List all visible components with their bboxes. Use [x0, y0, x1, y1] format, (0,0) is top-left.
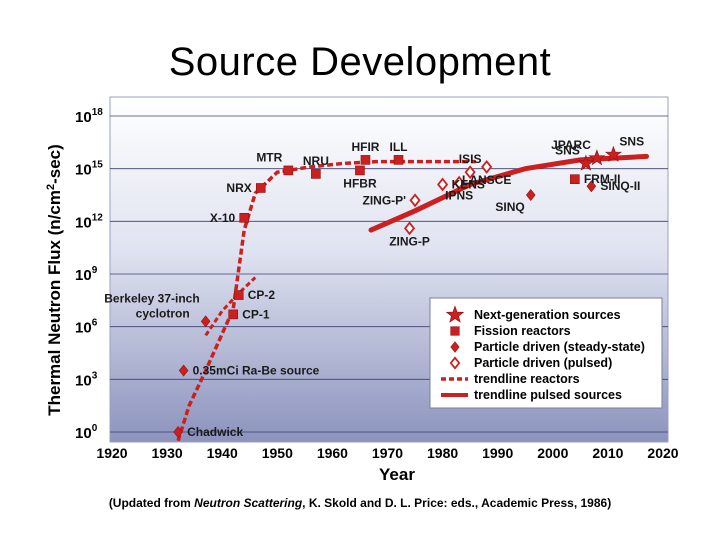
label-zing-p-14: ZING-P — [389, 234, 430, 248]
label-sinq-18: SINQ — [495, 200, 524, 214]
label-cp-2-4: CP-2 — [248, 288, 276, 302]
trendline-pulsed — [368, 153, 649, 233]
label-zing-p-13: ZING-P' — [363, 193, 407, 207]
point-cp-2-4 — [233, 290, 244, 300]
trendline-layer — [176, 153, 649, 442]
point-nrx-6 — [255, 183, 266, 193]
point-chadwick-0 — [173, 426, 183, 438]
label-berkeley-line1: Berkeley 37-inch — [104, 291, 199, 305]
point-lansce-17 — [481, 159, 493, 174]
point-zing-p-13 — [409, 193, 421, 208]
y-tick-1e0: 100 — [75, 423, 98, 442]
label-isis-16: ISIS — [459, 152, 482, 166]
point-0-35mci-ra-be-source-1 — [178, 364, 189, 377]
caption: (Updated from Neutron Scattering, K. Sko… — [0, 496, 720, 510]
point-kens-12 — [437, 177, 449, 192]
legend-item-next-generation-sources-swatch — [445, 305, 465, 323]
point-nru-8 — [311, 169, 321, 179]
marker-layer — [173, 145, 622, 438]
slide-title: Source Development — [168, 40, 552, 84]
label-sns-21: SNS — [555, 143, 580, 157]
legend-item-fission-reactors-label: Fission reactors — [474, 324, 571, 338]
label-hfir-10: HFIR — [351, 140, 379, 154]
y-tick-1e18: 1018 — [75, 107, 103, 126]
point-jparc-22 — [588, 149, 606, 166]
legend-item-particle-driven-pulsed-swatch — [449, 356, 461, 370]
point-isis-16 — [464, 165, 476, 180]
point-sinq-18 — [525, 189, 536, 201]
point-sns-21 — [577, 154, 595, 171]
label-chadwick-0: Chadwick — [187, 425, 243, 439]
label-nrx-6: NRX — [226, 181, 251, 195]
legend: Next-generation sources Fission reactors P… — [429, 297, 663, 409]
label-hfbr-9: HFBR — [343, 176, 377, 190]
x-tick-2000: 2000 — [537, 445, 568, 461]
y-tick-1e3: 103 — [75, 370, 98, 389]
x-tick-1920: 1920 — [96, 445, 127, 461]
point-zing-p-14 — [403, 221, 416, 236]
label-lansce-17: LANSCE — [462, 173, 511, 187]
label-x-10-5: X-10 — [210, 211, 236, 225]
label-berkeley-cyclotron: cyclotron — [136, 306, 190, 320]
x-tick-1930: 1930 — [152, 445, 183, 461]
label-sns-23: SNS — [619, 135, 644, 149]
point-hfir-10 — [360, 155, 371, 165]
y-tick-1e15: 1015 — [75, 160, 103, 179]
x-tick-1990: 1990 — [482, 445, 513, 461]
x-tick-1970: 1970 — [372, 445, 403, 461]
x-tick-1940: 1940 — [207, 445, 238, 461]
point-mtr-7 — [283, 165, 294, 176]
point-cp-1-3 — [228, 309, 239, 320]
y-tick-1e6: 106 — [75, 318, 98, 337]
caption-suffix: , K. Skold and D. L. Price: eds., Academ… — [302, 496, 612, 510]
caption-prefix: (Updated from — [108, 496, 195, 510]
label-0-35mci-ra-be-source-1: 0.35mCi Ra-Be source — [193, 364, 320, 378]
label-jparc-22: JPARC — [551, 138, 591, 152]
legend-item-next-generation-sources-label: Next-generation sources — [474, 308, 621, 322]
point-ill-11 — [393, 155, 404, 165]
label-nru-8: NRU — [303, 154, 329, 168]
y-tick-1e12: 1012 — [75, 212, 103, 231]
point-hfbr-9 — [355, 165, 365, 176]
x-tick-1960: 1960 — [317, 445, 348, 461]
x-tick-2010: 2010 — [592, 445, 623, 461]
label-sinq-ii-20: SINQ-II — [600, 179, 640, 193]
legend-item-fission-reactors-swatch — [450, 326, 460, 336]
x-axis-title: Year — [379, 465, 415, 484]
label-frm-ii-19: FRM-II — [584, 172, 621, 186]
label-layer: Chadwick 0.35mCi Ra-Be source Berkeley 37-… — [104, 135, 644, 439]
x-tick-2020: 2020 — [647, 445, 678, 461]
legend-item-particle-driven-pulsed-label: Particle driven (pulsed) — [474, 356, 612, 370]
trendline-reactors — [176, 159, 476, 442]
y-tick-1e9: 109 — [75, 265, 98, 284]
point-x-10-5 — [239, 213, 250, 223]
watermark: ORNL 97-4024 gram — [606, 414, 662, 420]
y-axis-title: Thermal Neutron Flux (n/cm2-sec) — [45, 144, 64, 416]
trendline-cyclotrons — [204, 276, 257, 337]
label-mtr-7: MTR — [256, 150, 282, 164]
legend-item-particle-driven-steady-state-swatch — [450, 341, 460, 353]
label-kens-12: KENS — [452, 177, 485, 191]
label-ipns-15: IPNS — [445, 189, 473, 203]
legend-box — [429, 297, 663, 409]
x-tick-1950: 1950 — [262, 445, 293, 461]
label-cp-1-3: CP-1 — [242, 307, 270, 321]
legend-item-trendline-reactors-label: trendline reactors — [474, 372, 580, 386]
point-frm-ii-19 — [570, 174, 580, 184]
legend-item-particle-driven-steady-state-label: Particle driven (steady-state) — [474, 340, 645, 354]
point-berkeley-37-inch-cyclotron-2 — [200, 315, 211, 328]
x-tick-1980: 1980 — [427, 445, 458, 461]
label-ill-11: ILL — [390, 140, 408, 154]
point-ipns-15 — [453, 175, 465, 190]
legend-item-trendline-pulsed-sources-label: trendline pulsed sources — [474, 388, 622, 402]
point-sns-23 — [604, 145, 622, 162]
point-sinq-ii-20 — [586, 180, 597, 193]
caption-book-title: Neutron Scattering — [194, 496, 303, 510]
axis-layer: 100 103 106 109 1012 1015 1018 1920 1930 1940 1950… — [45, 107, 679, 484]
